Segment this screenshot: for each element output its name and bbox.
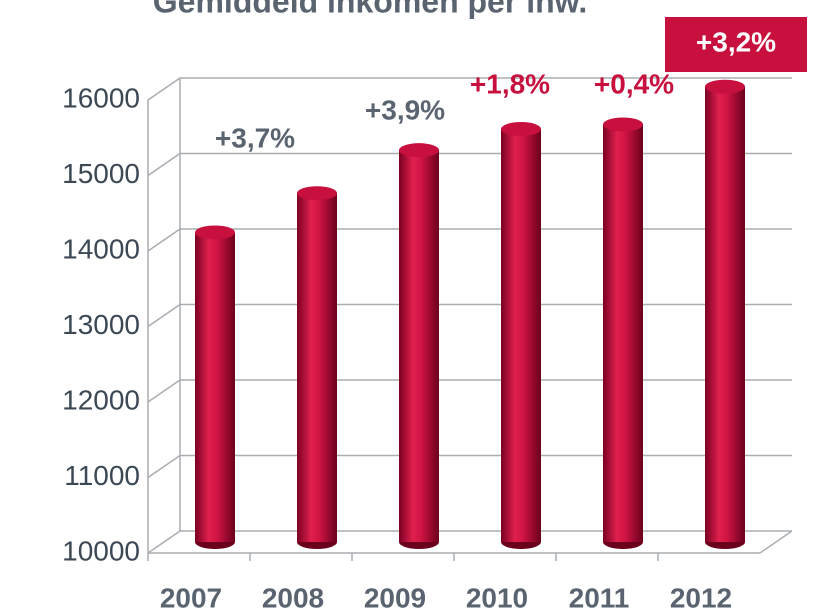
x-tick-label: 2010 bbox=[466, 582, 528, 613]
tick-mark bbox=[147, 530, 181, 554]
bar bbox=[603, 124, 643, 543]
y-tick-label: 14000 bbox=[62, 233, 140, 264]
bar bbox=[705, 86, 745, 543]
tick-mark bbox=[147, 228, 181, 252]
tick-mark bbox=[147, 77, 181, 101]
y-tick-label: 11000 bbox=[64, 460, 140, 491]
bar-top bbox=[603, 117, 643, 132]
y-tick-label: 16000 bbox=[62, 82, 140, 113]
annotation-box bbox=[665, 17, 807, 72]
bar bbox=[399, 150, 439, 542]
axis-line bbox=[759, 530, 793, 554]
x-tick-label: 2009 bbox=[364, 582, 426, 613]
bar bbox=[501, 129, 541, 542]
x-tick-label: 2011 bbox=[569, 582, 630, 613]
bar bbox=[195, 232, 235, 542]
y-tick-label: 15000 bbox=[62, 158, 140, 189]
annotation: +3,7% bbox=[215, 122, 295, 153]
tick-mark bbox=[147, 454, 181, 479]
tick-mark bbox=[147, 379, 181, 403]
chart-title: Gemiddeld inkomen per inw. bbox=[153, 0, 587, 19]
y-tick-label: 10000 bbox=[62, 535, 140, 566]
tick-mark bbox=[147, 303, 181, 328]
bar-top bbox=[501, 122, 541, 137]
annotation: +3,2% bbox=[696, 26, 776, 57]
bar-top bbox=[705, 79, 745, 94]
bar-top bbox=[195, 225, 235, 240]
bar-top bbox=[297, 186, 337, 201]
x-tick-label: 2007 bbox=[160, 582, 222, 613]
x-tick-label: 2012 bbox=[670, 582, 732, 613]
y-tick-label: 12000 bbox=[62, 384, 140, 415]
tick-mark bbox=[147, 152, 181, 177]
x-tick-label: 2008 bbox=[262, 582, 324, 613]
bar bbox=[297, 193, 337, 542]
annotation: +0,4% bbox=[594, 68, 674, 99]
y-tick-label: 13000 bbox=[62, 309, 140, 340]
annotation: +3,9% bbox=[365, 94, 445, 125]
bar-top bbox=[399, 143, 439, 158]
annotation: +1,8% bbox=[470, 68, 550, 99]
